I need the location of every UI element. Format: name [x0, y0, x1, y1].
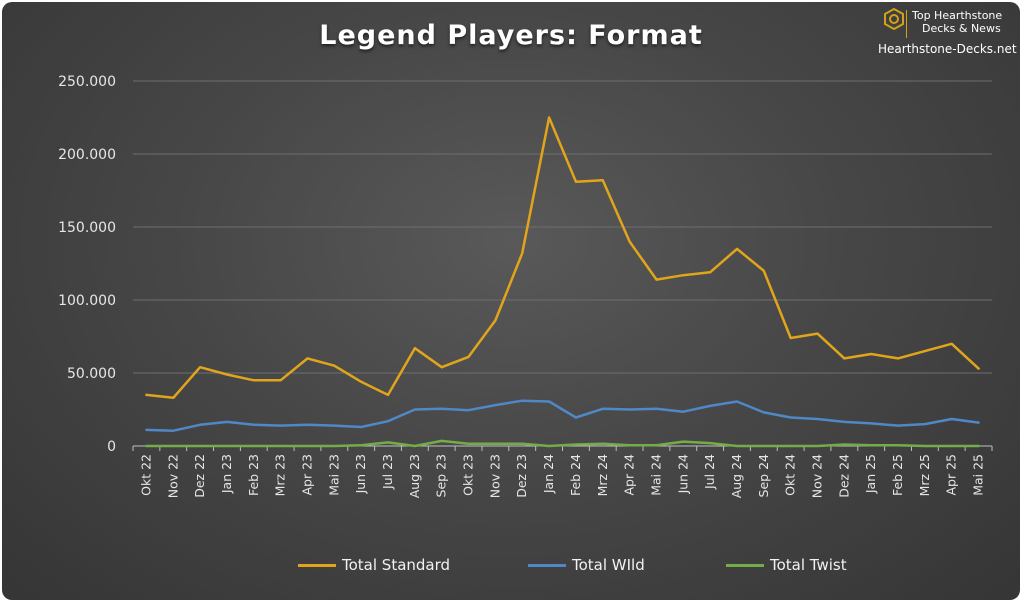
logo-line-1: Top Hearthstone [912, 9, 1003, 22]
legend-item: Total Twist [726, 556, 847, 574]
x-tick-label: Feb 23 [246, 454, 261, 496]
y-tick-label: 200.000 [58, 147, 116, 163]
x-tick-label: Okt 24 [783, 454, 798, 496]
x-tick-label: Jul 24 [702, 454, 717, 490]
x-tick-label: Aug 23 [407, 454, 422, 498]
y-tick-label: 50.000 [67, 366, 116, 382]
x-tick-label: Jan 25 [863, 454, 878, 494]
y-tick-label: 250.000 [58, 74, 116, 90]
x-tick-label: Nov 23 [487, 454, 502, 498]
legend-swatch [528, 563, 566, 567]
x-tick-label: Okt 23 [461, 454, 476, 496]
x-tick-label: Apr 24 [622, 454, 637, 496]
x-tick-label: Sep 23 [434, 454, 449, 497]
x-tick-label: Jan 23 [219, 454, 234, 494]
x-tick-label: Mai 24 [648, 454, 663, 496]
x-tick-label: Feb 24 [568, 454, 583, 496]
x-tick-label: Dez 24 [836, 454, 851, 498]
logo-site-url: Hearthstone-Decks.net [878, 42, 1017, 56]
logo-divider [906, 10, 907, 38]
x-tick-label: Mai 23 [326, 454, 341, 496]
logo-line-2: Decks & News [922, 22, 1001, 35]
y-tick-label: 100.000 [58, 293, 116, 309]
legend-swatch [726, 563, 764, 567]
x-tick-label: Okt 22 [138, 454, 153, 496]
x-tick-label: Dez 23 [514, 454, 529, 498]
site-logo: Top Hearthstone Decks & News Hearthstone… [878, 6, 1017, 60]
chart-legend: Total Standard Total WIld Total Twist [2, 556, 1020, 578]
x-tick-label: Mrz 25 [917, 454, 932, 496]
x-tick-label: Nov 22 [165, 454, 180, 498]
x-tick-label: Jun 23 [353, 454, 368, 494]
legend-label: Total Standard [342, 556, 451, 574]
x-tick-label: Jan 24 [541, 454, 556, 494]
x-tick-label: Jul 23 [380, 454, 395, 490]
legend-item: Total WIld [528, 556, 645, 574]
x-tick-label: Dez 22 [192, 454, 207, 498]
hearthstone-logo-icon [884, 8, 904, 30]
series-line-total-wild [145, 399, 980, 432]
legend-item: Total Standard [298, 556, 450, 574]
x-tick-label: Nov 24 [810, 454, 825, 498]
series-line-total-standard [145, 116, 980, 400]
chart-title: Legend Players: Format [319, 20, 703, 51]
x-tick-label: Feb 25 [890, 454, 905, 496]
x-tick-label: Sep 24 [756, 454, 771, 497]
x-tick-label: Mai 25 [971, 454, 986, 496]
x-tick-label: Aug 24 [729, 454, 744, 498]
y-tick-label: 0 [107, 439, 116, 455]
x-tick-label: Mrz 23 [273, 454, 288, 496]
x-tick-label: Jun 24 [675, 454, 690, 494]
legend-swatch [298, 563, 336, 567]
series-line-total-twist [145, 439, 980, 448]
legend-label: Total WIld [572, 556, 645, 574]
x-tick-label: Apr 25 [944, 454, 959, 496]
legend-label: Total Twist [770, 556, 847, 574]
x-tick-label: Mrz 24 [595, 454, 610, 496]
y-tick-label: 150.000 [58, 220, 116, 236]
x-tick-label: Apr 23 [299, 454, 314, 496]
